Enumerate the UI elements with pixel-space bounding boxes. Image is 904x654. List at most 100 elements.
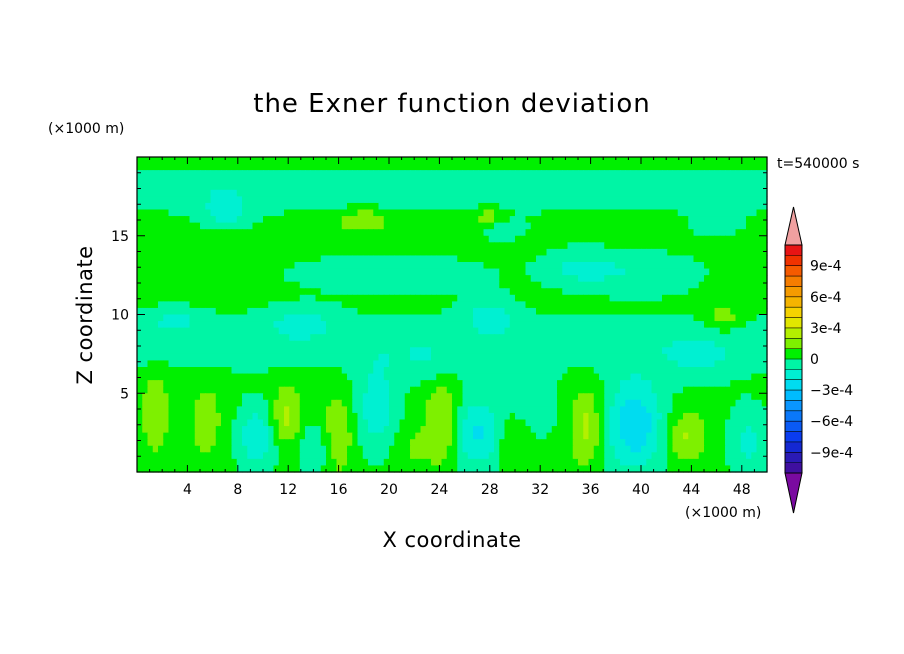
field-cell <box>221 340 227 348</box>
field-cell <box>509 163 516 171</box>
field-cell <box>268 216 275 224</box>
field-cell <box>583 183 590 191</box>
field-cell <box>567 255 574 263</box>
field-cell <box>546 406 553 414</box>
field-cell <box>142 157 149 165</box>
field-cell <box>698 321 705 329</box>
field-cell <box>137 301 143 309</box>
field-cell <box>373 189 380 197</box>
field-cell <box>541 321 548 329</box>
field-cell <box>494 321 500 329</box>
field-cell <box>546 314 553 322</box>
field-cell <box>326 170 332 178</box>
field-cell <box>504 380 511 388</box>
field-cell <box>499 399 506 407</box>
field-cell <box>520 347 527 355</box>
field-cell <box>751 393 758 401</box>
field-cell <box>494 157 500 165</box>
field-cell <box>378 183 385 191</box>
field-cell <box>630 189 637 197</box>
field-cell <box>221 229 227 237</box>
field-cell <box>205 321 212 329</box>
field-cell <box>593 268 600 276</box>
field-cell <box>152 386 159 394</box>
field-cell <box>515 196 521 204</box>
field-cell <box>641 268 647 276</box>
field-cell <box>635 340 642 348</box>
field-cell <box>152 412 159 421</box>
field-cell <box>152 380 159 388</box>
field-cell <box>536 189 542 197</box>
field-cell <box>667 373 674 381</box>
field-cell <box>231 281 238 289</box>
field-cell <box>147 294 154 302</box>
field-cell <box>557 380 563 388</box>
field-cell <box>242 386 248 394</box>
field-cell <box>578 176 584 184</box>
field-cell <box>231 307 238 316</box>
field-cell <box>541 419 548 427</box>
field-cell <box>646 209 653 217</box>
field-cell <box>362 176 369 184</box>
field-cell <box>425 367 432 375</box>
field-cell <box>252 255 259 263</box>
field-cell <box>625 412 632 421</box>
field-cell <box>646 347 653 355</box>
field-cell <box>147 229 154 237</box>
field-cell <box>268 321 275 329</box>
field-cell <box>436 176 443 184</box>
field-cell <box>683 347 689 355</box>
field-cell <box>730 262 737 270</box>
field-cell <box>221 393 227 401</box>
field-cell <box>641 275 647 283</box>
field-cell <box>709 393 716 401</box>
field-cell <box>746 183 752 191</box>
field-cell <box>572 360 579 368</box>
field-cell <box>578 321 584 329</box>
field-cell <box>158 367 164 375</box>
field-cell <box>530 268 537 276</box>
field-cell <box>357 262 364 270</box>
field-cell <box>740 288 747 296</box>
field-cell <box>567 157 574 165</box>
field-cell <box>756 189 763 197</box>
field-cell <box>488 406 495 414</box>
field-cell <box>215 307 222 316</box>
field-cell <box>567 222 574 230</box>
field-cell <box>184 229 191 237</box>
field-cell <box>137 275 143 283</box>
field-cell <box>693 334 700 342</box>
field-cell <box>683 353 689 362</box>
field-cell <box>299 209 306 217</box>
field-cell <box>163 294 170 302</box>
field-cell <box>200 340 206 348</box>
field-cell <box>662 268 668 276</box>
field-cell <box>509 189 516 197</box>
field-cell <box>404 176 411 184</box>
field-cell <box>326 248 332 257</box>
field-cell <box>263 301 269 309</box>
field-cell <box>609 419 616 427</box>
field-cell <box>294 275 301 283</box>
field-cell <box>667 202 674 211</box>
field-cell <box>599 183 605 191</box>
field-cell <box>326 176 332 184</box>
field-cell <box>756 399 763 407</box>
field-cell <box>536 222 542 230</box>
field-cell <box>289 248 296 257</box>
field-cell <box>677 314 684 322</box>
field-cell <box>478 419 485 427</box>
field-cell <box>326 294 332 302</box>
field-cell <box>441 288 448 296</box>
field-cell <box>210 367 217 375</box>
field-cell <box>263 419 269 427</box>
field-cell <box>215 360 222 368</box>
field-cell <box>389 353 395 362</box>
field-cell <box>714 307 721 316</box>
field-cell <box>635 281 642 289</box>
field-cell <box>578 373 584 381</box>
field-cell <box>236 288 243 296</box>
field-cell <box>394 301 401 309</box>
field-cell <box>709 412 716 421</box>
field-cell <box>331 367 338 375</box>
